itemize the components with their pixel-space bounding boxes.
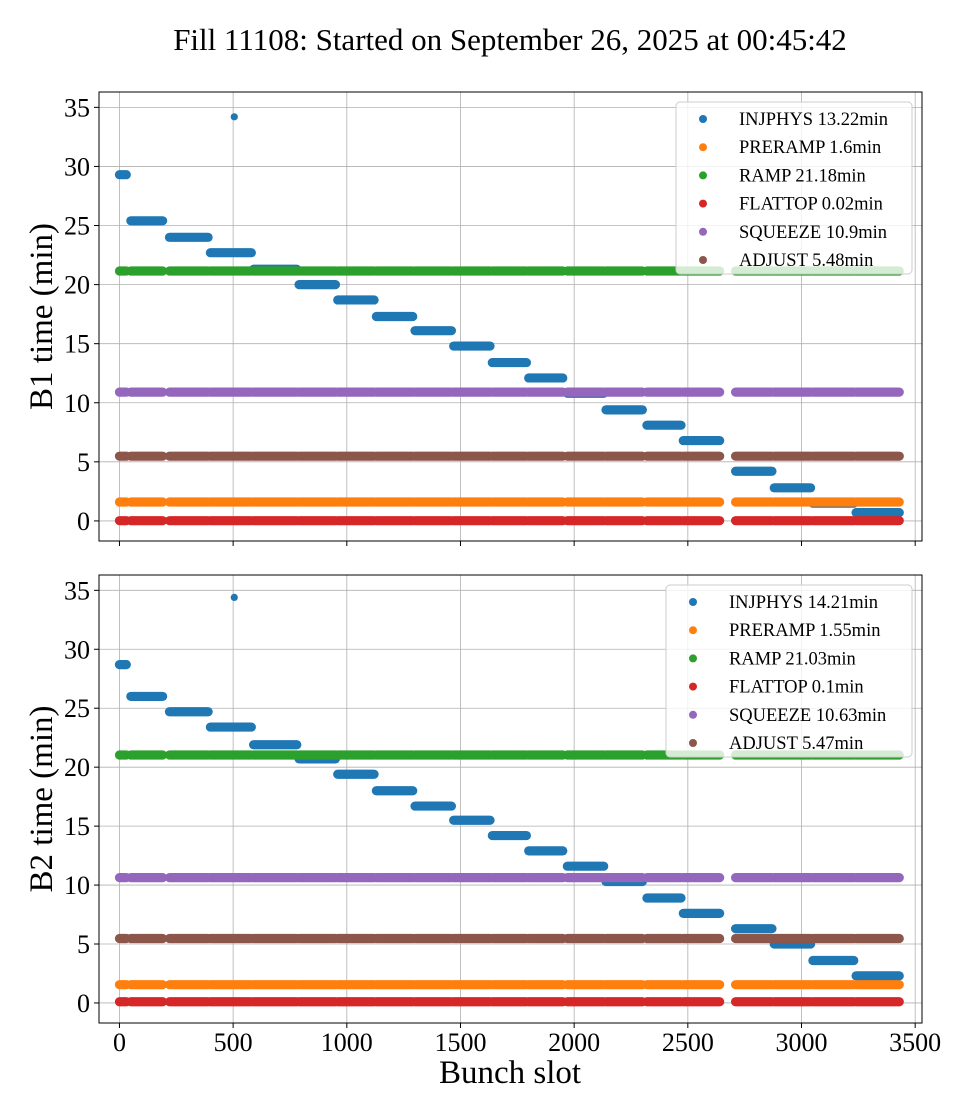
legend: INJPHYS 14.21min PRERAMP 1.55min RAMP 21.0… (665, 584, 913, 758)
y-tick-label: 0 (77, 507, 90, 536)
x-tick-label: 1000 (321, 1028, 373, 1057)
y-tick-label: 20 (64, 271, 90, 300)
x-axis: 0 500 1000 1500 2000 2500 3000 3500 (113, 1023, 941, 1057)
x-axis (118, 541, 916, 546)
y-tick-label: 10 (64, 871, 90, 900)
x-tick-label: 1500 (434, 1028, 486, 1057)
plot-frame (98, 91, 923, 542)
legend-label: SQUEEZE 10.63min (729, 706, 886, 726)
legend-label: INJPHYS 14.21min (729, 593, 878, 613)
y-tick-label: 30 (64, 152, 90, 181)
legend-box (675, 101, 913, 275)
legend-box (665, 584, 913, 758)
x-tick-label: 0 (113, 1028, 126, 1057)
y-tick-label: 15 (64, 812, 90, 841)
legend-marker (689, 682, 697, 691)
data-layer (114, 113, 904, 526)
legend-label: ADJUST 5.48min (739, 251, 873, 271)
legend-marker (699, 171, 707, 180)
legend-marker (699, 115, 707, 123)
data-point-single-bunch (230, 593, 238, 602)
y-axis: 0 5 10 15 20 25 30 35 (64, 576, 99, 1018)
y-tick-label: 10 (64, 389, 90, 418)
y-tick-label: 25 (64, 694, 90, 723)
panel-b1: 0 5 10 15 20 25 30 35 B1 time (min) INJPHYS 13.22… (24, 91, 923, 546)
legend-marker (689, 598, 697, 606)
legend-marker (699, 199, 707, 208)
y-axis-label: B1 time (min) (24, 223, 60, 410)
legend-label: RAMP 21.03min (729, 649, 856, 669)
legend-label: ADJUST 5.47min (729, 734, 863, 754)
y-tick-label: 0 (77, 989, 90, 1018)
x-tick-label: 3000 (776, 1028, 828, 1057)
x-axis-label: Bunch slot (439, 1055, 581, 1091)
plot-frame (98, 574, 923, 1024)
legend-label: FLATTOP 0.1min (729, 678, 864, 698)
y-tick-label: 5 (77, 930, 90, 959)
legend-marker (699, 143, 707, 152)
y-tick-label: 15 (64, 330, 90, 359)
panel-b2: 0 5 10 15 20 25 30 35 0 500 1000 1500 2000 2500 3000 35… (24, 574, 941, 1057)
y-axis: 0 5 10 15 20 25 30 35 (64, 93, 99, 536)
legend-marker (689, 739, 697, 747)
data-layer (114, 593, 904, 1007)
legend-marker (689, 710, 697, 719)
y-tick-label: 5 (77, 448, 90, 477)
data-point-single-bunch (230, 113, 238, 121)
y-tick-label: 20 (64, 753, 90, 782)
y-tick-label: 25 (64, 212, 90, 241)
x-tick-label: 500 (214, 1028, 253, 1057)
legend-label: PRERAMP 1.6min (739, 138, 881, 158)
y-tick-label: 35 (64, 93, 90, 122)
legend-label: PRERAMP 1.55min (729, 621, 880, 641)
figure-title: Fill 11108: Started on September 26, 202… (173, 22, 847, 57)
legend: INJPHYS 13.22min PRERAMP 1.6min RAMP 21.18… (675, 101, 913, 275)
x-tick-label: 2500 (662, 1028, 714, 1057)
legend-label: INJPHYS 13.22min (739, 110, 888, 130)
legend-label: RAMP 21.18min (739, 166, 866, 186)
legend-marker (699, 256, 707, 264)
y-tick-label: 35 (64, 576, 90, 605)
legend-marker (689, 654, 697, 663)
x-tick-label: 2000 (548, 1028, 600, 1057)
y-tick-label: 30 (64, 635, 90, 664)
x-tick-label: 3500 (889, 1028, 941, 1057)
y-axis-label: B2 time (min) (24, 706, 60, 893)
legend-marker (699, 227, 707, 236)
legend-marker (689, 626, 697, 635)
legend-label: SQUEEZE 10.9min (739, 223, 887, 243)
legend-label: FLATTOP 0.02min (739, 195, 883, 215)
